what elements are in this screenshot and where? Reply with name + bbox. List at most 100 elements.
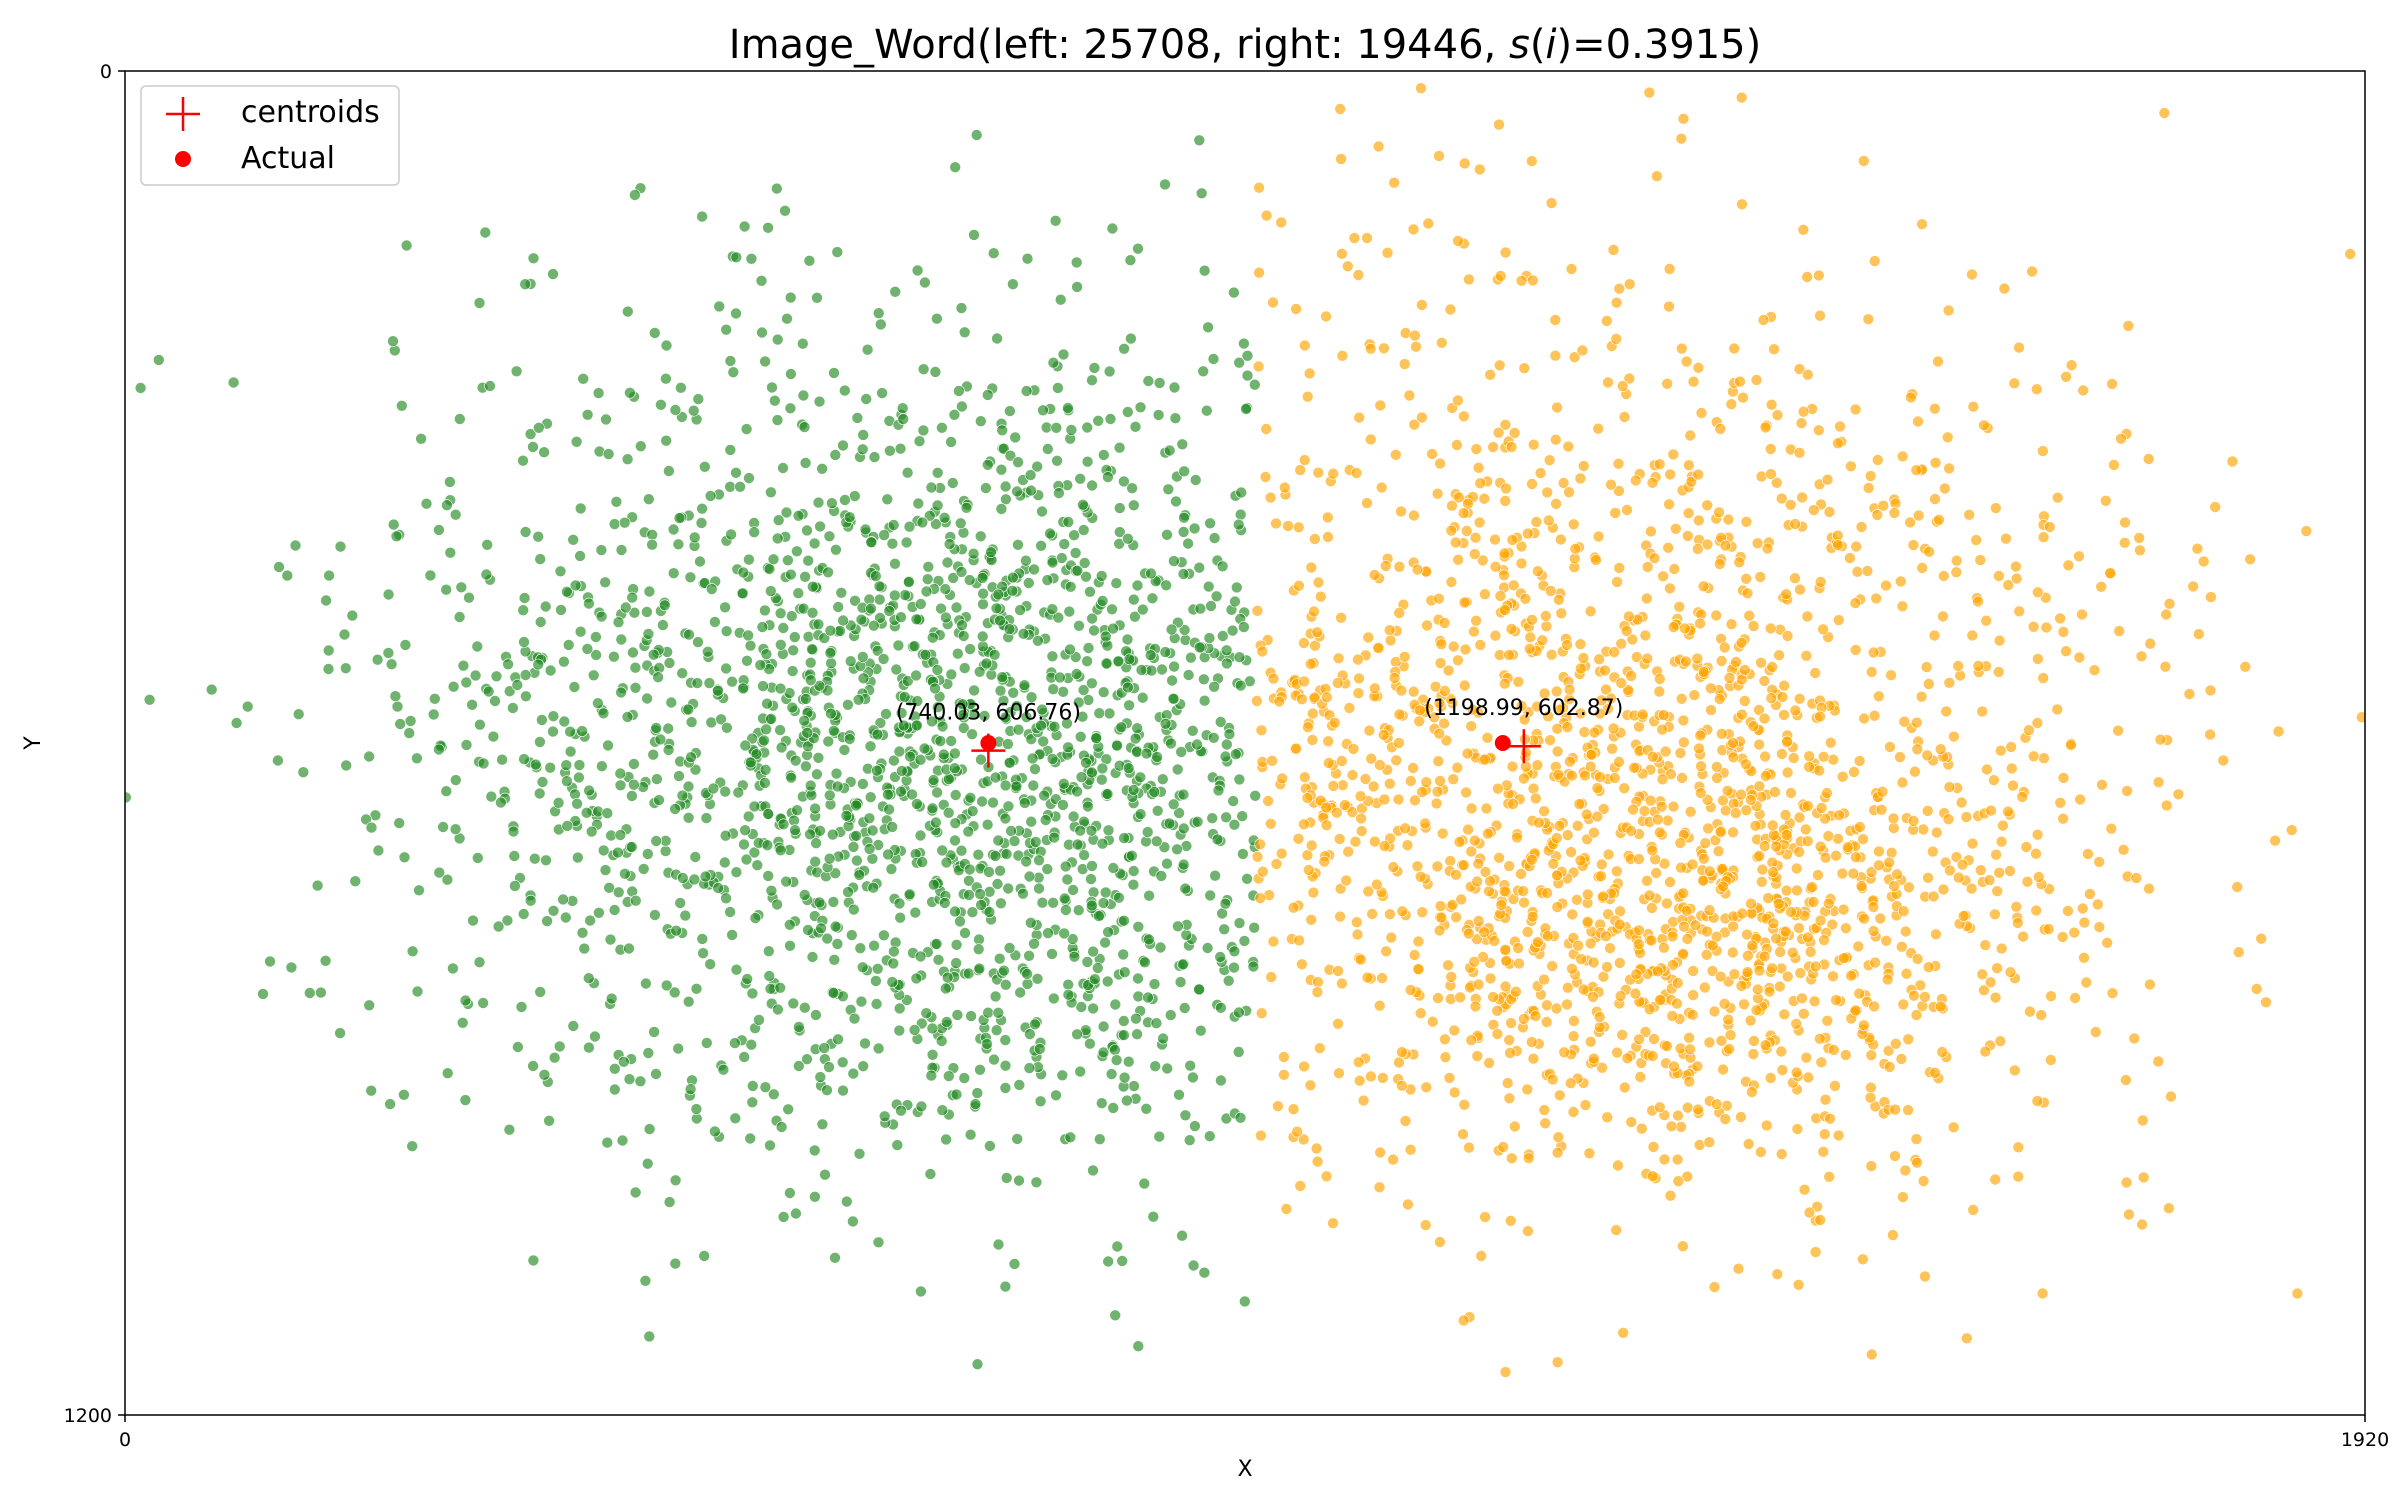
- scatter-point-left: [1172, 920, 1184, 933]
- scatter-point-right: [1976, 705, 1988, 718]
- scatter-point-left: [1062, 978, 1074, 991]
- scatter-point-left: [842, 886, 854, 898]
- scatter-point-right: [1378, 840, 1391, 852]
- scatter-point-left: [1053, 487, 1065, 499]
- scatter-point-left: [830, 767, 843, 780]
- scatter-point-right: [1422, 217, 1435, 230]
- scatter-point-left: [1050, 1089, 1062, 1102]
- scatter-point-right: [2104, 567, 2117, 580]
- scatter-point-left: [683, 628, 695, 641]
- scatter-point-left: [886, 821, 899, 833]
- scatter-point-left: [1113, 891, 1125, 904]
- scatter-point-left: [775, 1121, 788, 1133]
- scatter-point-left: [1006, 584, 1019, 597]
- scatter-point-left: [709, 1125, 721, 1138]
- scatter-point-left: [918, 742, 931, 755]
- scatter-point-right: [1944, 864, 1956, 877]
- scatter-point-left: [1129, 610, 1141, 623]
- scatter-point-left: [999, 711, 1012, 724]
- scatter-point-right: [1713, 506, 1725, 519]
- scatter-point-right: [1488, 935, 1501, 947]
- scatter-point-right: [1404, 984, 1417, 996]
- scatter-point-right: [1611, 1046, 1623, 1059]
- scatter-point-left: [959, 927, 971, 939]
- scatter-point-right: [1613, 282, 1626, 295]
- scatter-point-right: [1322, 511, 1334, 524]
- scatter-point-left: [940, 1133, 952, 1146]
- scatter-point-left: [1060, 904, 1072, 916]
- scatter-point-right: [1553, 820, 1566, 832]
- scatter-point-right: [1952, 871, 1965, 884]
- scatter-point-right: [1912, 509, 1925, 522]
- scatter-point-left: [802, 554, 815, 567]
- scatter-point-left: [558, 655, 570, 668]
- scatter-point-left: [642, 1047, 655, 1059]
- scatter-point-left: [667, 523, 680, 536]
- scatter-point-left: [965, 1010, 977, 1022]
- scatter-point-left: [437, 821, 449, 833]
- scatter-point-left: [411, 985, 424, 998]
- scatter-point-left: [930, 816, 942, 829]
- scatter-point-right: [1821, 787, 1833, 799]
- scatter-point-left: [1029, 1018, 1041, 1031]
- scatter-point-left: [930, 518, 942, 530]
- scatter-point-right: [1620, 625, 1633, 637]
- scatter-point-right: [1865, 666, 1878, 678]
- scatter-point-right: [1443, 1072, 1456, 1084]
- scatter-point-right: [1331, 806, 1343, 819]
- scatter-point-right: [1798, 1183, 1811, 1196]
- scatter-point-right: [1355, 812, 1367, 825]
- scatter-point-right: [1575, 953, 1587, 965]
- scatter-point-left: [1113, 537, 1125, 550]
- scatter-point-right: [1902, 1033, 1915, 1046]
- scatter-point-right: [2093, 921, 2106, 933]
- scatter-point-left: [895, 611, 907, 624]
- scatter-point-left: [1128, 499, 1140, 512]
- scatter-point-left: [973, 933, 985, 946]
- scatter-point-right: [1256, 645, 1269, 658]
- scatter-point-right: [2037, 531, 2050, 544]
- scatter-point-right: [1703, 1036, 1716, 1049]
- scatter-point-left: [699, 870, 712, 883]
- scatter-point-right: [1646, 476, 1659, 489]
- scatter-point-right: [1529, 1010, 1542, 1022]
- scatter-point-right: [1989, 908, 2001, 921]
- scatter-point-right: [1864, 1091, 1877, 1104]
- scatter-point-left: [365, 821, 378, 834]
- scatter-point-right: [1814, 309, 1826, 322]
- scatter-point-left: [976, 630, 989, 643]
- scatter-point-right: [2250, 983, 2263, 995]
- scatter-point-left: [662, 744, 675, 756]
- scatter-point-left: [628, 758, 640, 770]
- scatter-point-right: [1920, 661, 1933, 673]
- scatter-point-left: [801, 1053, 813, 1065]
- scatter-point-left: [519, 526, 532, 538]
- scatter-point-right: [1830, 849, 1842, 862]
- scatter-point-left: [1204, 517, 1216, 530]
- scatter-point-right: [1937, 883, 1950, 896]
- scatter-point-right: [1909, 765, 1921, 778]
- scatter-point-right: [1610, 1224, 1622, 1236]
- scatter-point-right: [1727, 751, 1740, 764]
- scatter-point-right: [1802, 800, 1814, 812]
- scatter-point-left: [547, 904, 560, 917]
- scatter-point-right: [1676, 772, 1688, 784]
- scatter-point-left: [864, 740, 877, 753]
- scatter-point-right: [1298, 675, 1310, 688]
- scatter-point-right: [1592, 422, 1604, 435]
- scatter-point-right: [1694, 617, 1706, 630]
- scatter-point-right: [1645, 934, 1658, 947]
- scatter-point-right: [1769, 786, 1781, 798]
- scatter-point-right: [2004, 966, 2017, 979]
- scatter-point-left: [1116, 1255, 1128, 1267]
- scatter-point-left: [1132, 972, 1144, 985]
- scatter-point-right: [1747, 620, 1760, 632]
- scatter-point-left: [992, 588, 1005, 601]
- scatter-point-right: [1627, 803, 1639, 816]
- scatter-point-right: [1363, 724, 1376, 737]
- scatter-point-right: [2082, 848, 2094, 860]
- scatter-point-left: [605, 992, 618, 1005]
- scatter-point-left: [673, 770, 685, 782]
- scatter-point-right: [1812, 869, 1824, 881]
- scatter-point-right: [1361, 497, 1373, 509]
